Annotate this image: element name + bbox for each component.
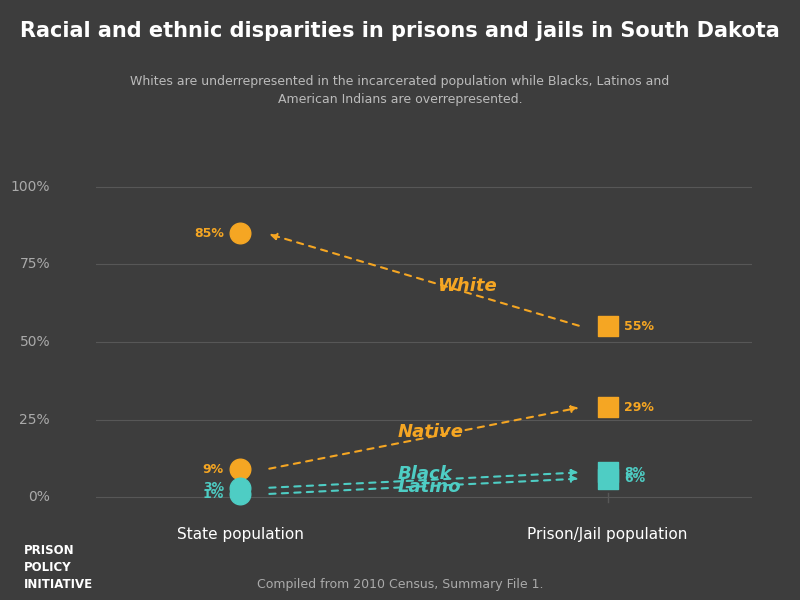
Text: Whites are underrepresented in the incarcerated population while Blacks, Latinos: Whites are underrepresented in the incar…: [130, 75, 670, 106]
Point: [602, 474, 614, 484]
Point: [234, 464, 246, 474]
Text: 0%: 0%: [28, 490, 50, 504]
Text: Latino: Latino: [398, 478, 462, 496]
Point: [234, 489, 246, 499]
Text: 9%: 9%: [202, 463, 224, 476]
Text: PRISON
POLICY
INITIATIVE: PRISON POLICY INITIATIVE: [24, 544, 93, 591]
Text: 25%: 25%: [19, 413, 50, 427]
Text: 1%: 1%: [202, 488, 224, 500]
Text: Prison/Jail population: Prison/Jail population: [527, 527, 688, 542]
Text: Black: Black: [398, 465, 452, 483]
Point: [602, 403, 614, 412]
Point: [602, 467, 614, 477]
Point: [234, 483, 246, 493]
Point: [602, 322, 614, 331]
Text: 6%: 6%: [624, 472, 646, 485]
Point: [234, 229, 246, 238]
Text: 29%: 29%: [624, 401, 654, 413]
Text: 8%: 8%: [624, 466, 646, 479]
Text: Native: Native: [398, 423, 464, 441]
Text: 55%: 55%: [624, 320, 654, 333]
Text: 50%: 50%: [19, 335, 50, 349]
Text: 3%: 3%: [202, 481, 224, 494]
Text: Compiled from 2010 Census, Summary File 1.: Compiled from 2010 Census, Summary File …: [257, 578, 543, 591]
Text: Racial and ethnic disparities in prisons and jails in South Dakota: Racial and ethnic disparities in prisons…: [20, 21, 780, 41]
Text: 85%: 85%: [194, 227, 224, 240]
Text: State population: State population: [177, 527, 304, 542]
Text: 100%: 100%: [10, 180, 50, 194]
Text: White: White: [437, 277, 497, 295]
Text: 75%: 75%: [19, 257, 50, 271]
